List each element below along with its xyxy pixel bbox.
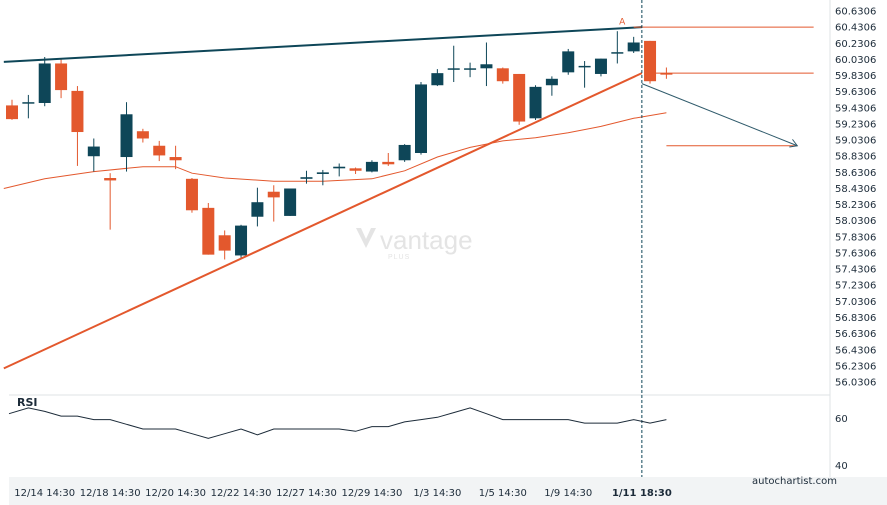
candle-body [218, 235, 231, 251]
y-axis-ticks: 60.6306 60.4306 60.2306 60.0306 59.8306 59.63… [835, 6, 876, 388]
candle-body [251, 202, 264, 217]
candle-body [235, 225, 248, 256]
candle-body [22, 102, 35, 104]
candle-body [627, 42, 640, 52]
candle-body [415, 84, 427, 154]
y-tick-label: 56.4306 [835, 345, 876, 356]
candle-body [333, 166, 346, 169]
candle-body [529, 86, 542, 119]
x-tick-label: 12/20 14:30 [145, 488, 206, 499]
x-tick-label: 12/29 14:30 [342, 488, 403, 499]
y-tick-label: 56.8306 [835, 313, 876, 324]
y-tick-label: 59.4306 [835, 103, 876, 114]
y-tick-label: 58.6306 [835, 168, 876, 179]
y-tick-label: 60.2306 [835, 39, 876, 50]
axes-frame [9, 0, 887, 505]
y-tick-label: 56.6306 [835, 329, 876, 340]
candle-body [284, 188, 297, 216]
candle-body [644, 40, 657, 82]
rsi-label: RSI [17, 396, 38, 409]
rsi-plot: RSI 60 40 [8, 396, 848, 472]
candle-body [398, 144, 411, 161]
candle-body [496, 68, 509, 82]
y-tick-label: 58.8306 [835, 152, 876, 163]
y-tick-label: 56.0306 [835, 378, 876, 389]
candle-body [431, 73, 444, 86]
rsi-line [8, 407, 667, 439]
moving-average-line [3, 112, 667, 189]
candle-body [38, 63, 51, 103]
candle-body [382, 161, 395, 165]
candle-body [545, 78, 558, 86]
y-tick-label: 59.6306 [835, 87, 876, 98]
price-plot: A [3, 0, 814, 477]
candle-body [6, 105, 18, 120]
y-tick-label: 58.4306 [835, 184, 876, 195]
watermark-sub: PLUS [388, 254, 410, 261]
x-tick-label: 12/27 14:30 [276, 488, 337, 499]
y-tick-label: 60.6306 [835, 6, 876, 17]
candle-body [447, 68, 460, 70]
x-tick-label: 12/14 14:30 [14, 488, 75, 499]
support-line [3, 72, 643, 370]
candle-body [136, 131, 149, 139]
y-tick-label: 59.0306 [835, 136, 876, 147]
candle-body [513, 73, 526, 122]
candle-body [349, 168, 362, 171]
candle-body [316, 172, 329, 174]
candle-body [365, 161, 378, 172]
candle-body [120, 114, 133, 158]
candle-body [202, 207, 215, 255]
watermark: vantage PLUS [356, 225, 473, 261]
y-tick-label: 57.0306 [835, 297, 876, 308]
x-tick-label: 1/11 18:30 [612, 488, 672, 499]
y-tick-label: 58.2306 [835, 200, 876, 211]
candle-body [55, 63, 68, 91]
source-credit: autochartist.com [752, 476, 837, 487]
y-tick-label: 58.0306 [835, 216, 876, 227]
candle-body [169, 157, 182, 161]
x-tick-label: 12/22 14:30 [211, 488, 272, 499]
rsi-tick-label: 40 [835, 461, 848, 472]
candle-body [267, 191, 280, 198]
candle-body [611, 52, 624, 54]
projection-arrow-line [641, 83, 798, 147]
candle-body [480, 64, 493, 69]
y-tick-label: 60.0306 [835, 55, 876, 66]
projection-arrow-head [789, 139, 799, 148]
candle-body [153, 145, 166, 156]
y-tick-label: 60.4306 [835, 23, 876, 34]
resistance-line [3, 26, 642, 63]
rsi-tick-label: 60 [835, 414, 848, 425]
x-axis-ticks: 12/14 14:30 12/18 14:30 12/20 14:30 12/22 1… [14, 488, 672, 499]
candle-body [104, 178, 117, 181]
vantage-logo-icon [356, 228, 376, 248]
watermark-brand: vantage [380, 225, 473, 255]
y-tick-label: 59.8306 [835, 71, 876, 82]
candle-body [594, 58, 607, 74]
candle-body [87, 146, 100, 157]
candle-body [464, 68, 477, 70]
candle-body [660, 73, 673, 75]
x-tick-label: 12/18 14:30 [80, 488, 141, 499]
candle-body [578, 65, 591, 68]
candle-body [71, 90, 84, 133]
x-tick-label: 1/5 14:30 [479, 488, 527, 499]
candle-body [185, 178, 198, 211]
y-tick-label: 56.2306 [835, 361, 876, 372]
candle-body [300, 177, 313, 179]
x-tick-label: 1/9 14:30 [544, 488, 592, 499]
y-tick-label: 57.4306 [835, 265, 876, 276]
pattern-point-label: A [619, 18, 626, 28]
x-tick-label: 1/3 14:30 [413, 488, 461, 499]
y-tick-label: 57.8306 [835, 232, 876, 243]
x-axis-band [9, 477, 887, 505]
y-tick-label: 57.6306 [835, 248, 876, 259]
y-tick-label: 59.2306 [835, 119, 876, 130]
candle-body [562, 51, 575, 73]
y-tick-label: 57.2306 [835, 281, 876, 292]
